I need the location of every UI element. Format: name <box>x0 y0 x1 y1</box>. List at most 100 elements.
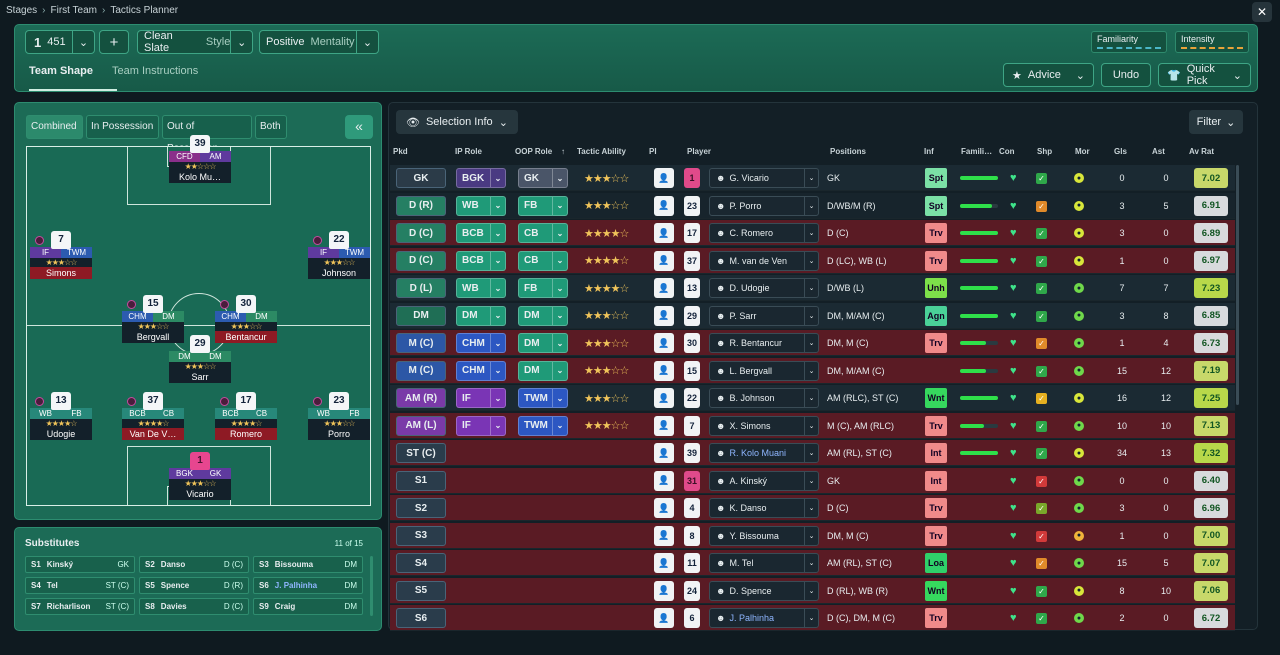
tab-team-shape[interactable]: Team Shape <box>29 65 93 77</box>
player-instructions-icon[interactable]: 👤 <box>654 168 674 188</box>
player-instructions-icon[interactable]: 👤 <box>654 388 674 408</box>
ip-role-select[interactable]: BCB ⌄ <box>456 250 506 271</box>
sub-slot[interactable]: S1 Kinský GK <box>25 556 135 573</box>
player-instructions-icon[interactable]: 👤 <box>654 278 674 298</box>
table-row[interactable]: S3 👤 8 ☻ Y. Bissouma ⌄ DM, M (C) Trv ♥ ✓ ● 1 0 7.00 <box>390 522 1235 549</box>
header-gls[interactable]: Gls <box>1114 147 1127 156</box>
intensity-meter[interactable]: Intensity <box>1175 31 1249 53</box>
table-row[interactable]: AM (R) IF ⌄ TWM ⌄ ★★★☆☆ 👤 22 ☻ B. Johnson ⌄ AM (RLC… <box>390 385 1235 411</box>
pick-slot[interactable]: DM <box>396 305 446 326</box>
sub-slot[interactable]: S6 J. Palhinha DM <box>253 577 363 594</box>
player-card-dcl[interactable]: 37 BCB CB ★★★★☆ Van De V… <box>122 392 184 440</box>
player-instructions-icon[interactable]: 👤 <box>654 333 674 353</box>
table-row[interactable]: S4 👤 11 ☻ M. Tel ⌄ AM (RL), ST (C) Loa ♥ ✓ ● 15 5 7.0… <box>390 550 1235 576</box>
oop-role-select[interactable]: DM ⌄ <box>518 305 568 326</box>
mentality-selector[interactable]: Positive Mentality ⌄ <box>259 30 379 54</box>
player-select[interactable]: ☻ X. Simons ⌄ <box>709 415 819 436</box>
pick-slot[interactable]: AM (R) <box>396 388 446 408</box>
table-row[interactable]: ST (C) 👤 39 ☻ R. Kolo Muani ⌄ AM (RL), ST (C) I… <box>390 440 1235 466</box>
player-instructions-icon[interactable]: 👤 <box>654 470 674 491</box>
table-row[interactable]: M (C) CHM ⌄ DM ⌄ ★★★☆☆ 👤 15 ☻ L. Bergvall ⌄ DM, M/A… <box>390 357 1235 384</box>
oop-role-select[interactable]: FB ⌄ <box>518 278 568 298</box>
ip-role-select[interactable]: IF ⌄ <box>456 415 506 436</box>
player-select[interactable]: ☻ P. Porro ⌄ <box>709 195 819 216</box>
quick-pick-button[interactable]: 👕 Quick Pick ⌄ <box>1158 63 1251 87</box>
pick-slot[interactable]: D (R) <box>396 195 446 216</box>
table-row[interactable]: M (C) CHM ⌄ DM ⌄ ★★★☆☆ 👤 30 ☻ R. Bentancur ⌄ DM, M … <box>390 330 1235 356</box>
header-inf[interactable]: Inf <box>924 147 934 156</box>
player-select[interactable]: ☻ M. van de Ven ⌄ <box>709 250 819 271</box>
player-instructions-icon[interactable]: 👤 <box>654 250 674 271</box>
header-ip-role[interactable]: IP Role <box>455 147 482 156</box>
selection-info-dropdown[interactable]: 👁 Selection Info ⌄ <box>396 110 518 134</box>
header-ast[interactable]: Ast <box>1152 147 1165 156</box>
filter-button[interactable]: Filter ⌄ <box>1189 110 1243 134</box>
table-row[interactable]: D (R) WB ⌄ FB ⌄ ★★★☆☆ 👤 23 ☻ P. Porro ⌄ D/WB/M (R) S… <box>390 192 1235 219</box>
substitutes-scrollbar[interactable] <box>370 556 373 616</box>
oop-role-select[interactable]: GK ⌄ <box>518 168 568 188</box>
player-instructions-icon[interactable]: 👤 <box>654 360 674 381</box>
header-mor[interactable]: Mor <box>1075 147 1090 156</box>
pick-slot[interactable]: D (L) <box>396 278 446 298</box>
header-player[interactable]: Player <box>687 147 712 156</box>
pick-slot[interactable]: S5 <box>396 580 446 601</box>
header-tactic-ability[interactable]: Tactic Ability <box>577 147 626 156</box>
pick-slot[interactable]: ST (C) <box>396 443 446 463</box>
table-row[interactable]: S5 👤 24 ☻ D. Spence ⌄ D (RL), WB (R) Wnt ♥ ✓ ● 8 10 7… <box>390 577 1235 604</box>
player-instructions-icon[interactable]: 👤 <box>654 443 674 463</box>
player-select[interactable]: ☻ J. Palhinha ⌄ <box>709 608 819 628</box>
player-instructions-icon[interactable]: 👤 <box>654 608 674 628</box>
sub-slot[interactable]: S8 Davies D (C) <box>139 598 249 615</box>
table-row[interactable]: S2 👤 4 ☻ K. Danso ⌄ D (C) Trv ♥ ✓ ● 3 0 6.96 <box>390 495 1235 521</box>
pick-slot[interactable]: D (C) <box>396 250 446 271</box>
table-row[interactable]: S1 👤 31 ☻ A. Kinský ⌄ GK Int ♥ ✓ ● 0 0 6.40 <box>390 467 1235 494</box>
player-card-dl[interactable]: 13 WB FB ★★★★☆ Udogie <box>30 392 92 440</box>
ip-role-select[interactable]: BCB ⌄ <box>456 223 506 243</box>
table-row[interactable]: D (C) BCB ⌄ CB ⌄ ★★★★☆ 👤 37 ☻ M. van de Ven ⌄ D (LC… <box>390 247 1235 274</box>
oop-role-select[interactable]: TWM ⌄ <box>518 388 568 408</box>
player-card-amr[interactable]: 22 IF TWM ★★★☆☆ Johnson <box>308 231 370 279</box>
familiarity-meter[interactable]: Familiarity <box>1091 31 1167 53</box>
oop-role-select[interactable]: CB ⌄ <box>518 250 568 271</box>
sub-slot[interactable]: S4 Tel ST (C) <box>25 577 135 594</box>
player-select[interactable]: ☻ K. Danso ⌄ <box>709 498 819 518</box>
ip-role-select[interactable]: WB ⌄ <box>456 195 506 216</box>
advice-button[interactable]: ★ Advice ⌄ <box>1003 63 1094 87</box>
player-select[interactable]: ☻ D. Udogie ⌄ <box>709 278 819 298</box>
header-positions[interactable]: Positions <box>830 147 867 156</box>
player-select[interactable]: ☻ R. Kolo Muani ⌄ <box>709 443 819 463</box>
player-select[interactable]: ☻ B. Johnson ⌄ <box>709 388 819 408</box>
player-card-mcl[interactable]: 15 CHM DM ★★★☆☆ Bergvall <box>122 295 184 343</box>
player-card-dm[interactable]: 29 DM DM ★★★☆☆ Sarr <box>169 335 231 383</box>
ip-role-select[interactable]: WB ⌄ <box>456 278 506 298</box>
player-instructions-icon[interactable]: 👤 <box>654 525 674 546</box>
oop-role-select[interactable]: DM ⌄ <box>518 360 568 381</box>
player-select[interactable]: ☻ L. Bergvall ⌄ <box>709 360 819 381</box>
tactic-selector[interactable]: 1 451 ⌄ <box>25 30 95 54</box>
style-selector[interactable]: Clean Slate Style ⌄ <box>137 30 253 54</box>
ip-role-select[interactable]: BGK ⌄ <box>456 168 506 188</box>
table-scrollbar[interactable] <box>1236 165 1239 405</box>
player-instructions-icon[interactable]: 👤 <box>654 553 674 573</box>
header-pkd[interactable]: Pkd <box>393 147 408 156</box>
table-row[interactable]: DM DM ⌄ DM ⌄ ★★★☆☆ 👤 29 ☻ P. Sarr ⌄ DM, M/AM (C) Agn… <box>390 302 1235 329</box>
player-card-dcr[interactable]: 17 BCB CB ★★★★☆ Romero <box>215 392 277 440</box>
player-card-mcr[interactable]: 30 CHM DM ★★★☆☆ Bentancur <box>215 295 277 343</box>
pick-slot[interactable]: AM (L) <box>396 415 446 436</box>
sub-slot[interactable]: S2 Danso D (C) <box>139 556 249 573</box>
pick-slot[interactable]: M (C) <box>396 333 446 353</box>
header-familiarity[interactable]: Famili… <box>961 147 993 156</box>
player-select[interactable]: ☻ G. Vicario ⌄ <box>709 168 819 188</box>
collapse-icon[interactable]: « <box>345 115 373 139</box>
player-instructions-icon[interactable]: 👤 <box>654 195 674 216</box>
table-row[interactable]: AM (L) IF ⌄ TWM ⌄ ★★★☆☆ 👤 7 ☻ X. Simons ⌄ M (C), AM… <box>390 412 1235 439</box>
oop-role-select[interactable]: FB ⌄ <box>518 195 568 216</box>
oop-role-select[interactable]: CB ⌄ <box>518 223 568 243</box>
close-icon[interactable]: ✕ <box>1252 2 1272 22</box>
ip-role-select[interactable]: IF ⌄ <box>456 388 506 408</box>
pick-slot[interactable]: D (C) <box>396 223 446 243</box>
both-button[interactable]: Both <box>255 115 287 139</box>
ip-role-select[interactable]: DM ⌄ <box>456 305 506 326</box>
ip-role-select[interactable]: CHM ⌄ <box>456 360 506 381</box>
player-select[interactable]: ☻ M. Tel ⌄ <box>709 553 819 573</box>
